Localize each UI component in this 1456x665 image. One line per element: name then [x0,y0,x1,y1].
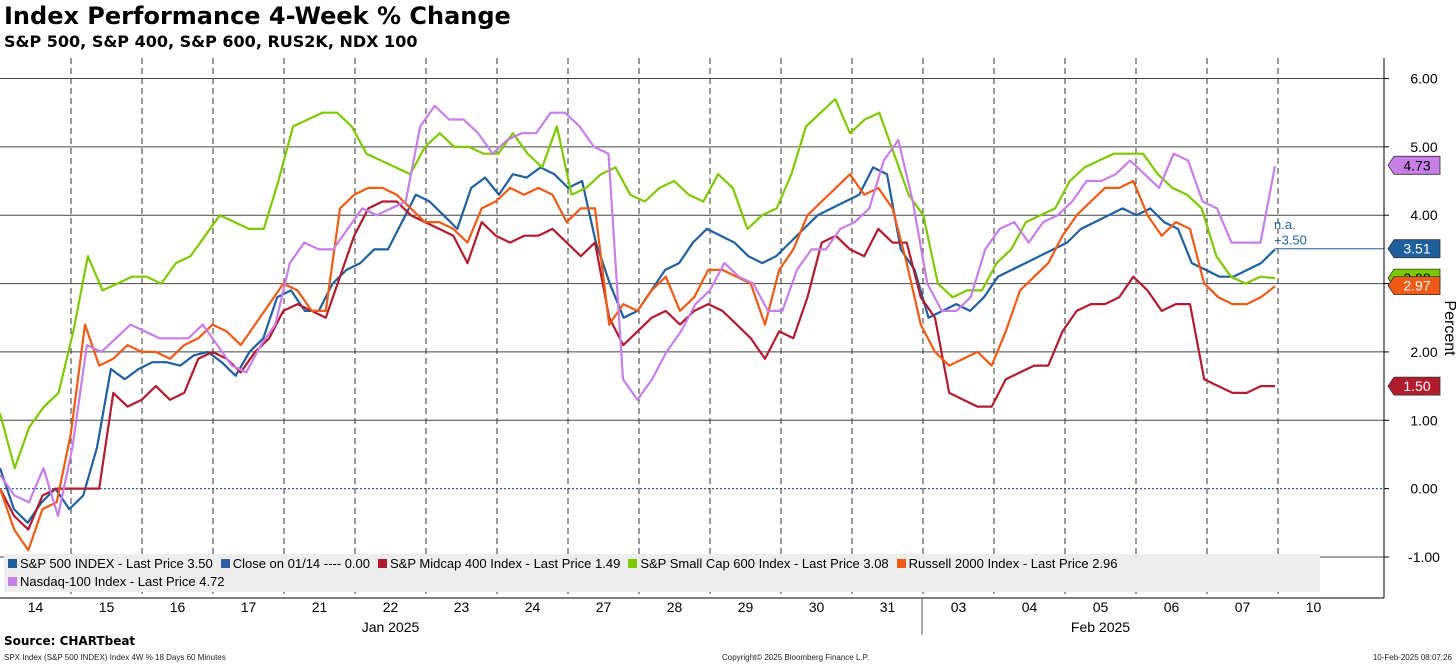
badge-shape [1387,376,1441,396]
x-tick-label: 14 [28,599,44,615]
x-tick-label: 04 [1022,599,1038,615]
annotation-value: +3.50 [1274,233,1307,248]
badge-label: 4.73 [1403,157,1430,173]
x-month-label: Jan 2025 [362,619,420,635]
legend-value: 2.96 [1092,556,1118,571]
legend-value: 3.08 [863,556,889,571]
x-tick-label: 22 [383,599,399,615]
x-tick-label: 06 [1164,599,1180,615]
legend-swatch [8,559,17,569]
x-tick-label: 24 [525,599,541,615]
legend-swatch [220,559,230,569]
series-line [0,166,1276,524]
y-tick-label: 1.00 [1410,412,1437,428]
legend-label: Russell 2000 Index - Last Price [908,556,1093,571]
x-tick-label: 21 [312,599,328,615]
badge-shape [1387,276,1441,296]
x-tick-label: 10 [1306,599,1322,615]
x-tick-label: 29 [738,599,754,615]
legend-item: Close on 01/14 ---- 0.00 [220,555,371,573]
legend-item: S&P 500 INDEX - Last Price 3.50 [8,555,213,573]
x-tick-label: 31 [880,599,896,615]
legend-swatch [628,559,638,569]
series-line [0,200,1275,531]
x-tick-label: 15 [99,599,115,615]
legend-value: 1.49 [595,556,621,571]
x-tick-label: 07 [1235,599,1251,615]
y-tick-label: 0.00 [1410,481,1437,497]
badge-label: 3.51 [1403,241,1430,257]
last-price-badge: 3.51 [1387,239,1441,259]
footer-copyright: Copyright© 2025 Bloomberg Finance L.P. [722,653,870,662]
chart-subtitle: S&P 500, S&P 400, S&P 600, RUS2K, NDX 10… [4,32,418,51]
chart-grid [0,58,1384,598]
y-tick-label: -1.00 [1408,549,1440,565]
legend-label: S&P Midcap 400 Index - Last Price [390,556,595,571]
last-price-badge: 1.50 [1387,376,1441,396]
y-tick-label: 5.00 [1410,139,1437,155]
chart-title: Index Performance 4-Week % Change [4,2,511,30]
legend-label: S&P 500 INDEX - Last Price [20,556,188,571]
series-line [0,104,1277,518]
x-month-label: Feb 2025 [1071,619,1130,635]
y-tick-label: 2.00 [1410,344,1437,360]
legend-label: S&P Small Cap 600 Index - Last Price [640,556,864,571]
y-axis-label: Percent [1441,300,1456,356]
y-tick-label: 4.00 [1410,207,1437,223]
legend-swatch [8,577,17,587]
legend-item: S&P Midcap 400 Index - Last Price 1.49 [378,555,620,573]
last-price-badge: 4.73 [1387,155,1441,175]
footer-timestamp: 10-Feb-2025 08:07:26 [1372,653,1452,662]
x-tick-label: 03 [951,599,967,615]
x-tick-label: 27 [596,599,612,615]
legend-value: 3.50 [187,556,213,571]
legend-value: 0.00 [344,556,371,571]
last-price-badge: 2.97 [1387,276,1441,296]
legend-label: Close on 01/14 ---- [232,556,345,571]
legend-label: Nasdaq-100 Index - Last Price [20,574,200,589]
legend-item: Nasdaq-100 Index - Last Price 4.72 [8,573,225,591]
legend-swatch [378,559,388,569]
chart-legend: S&P 500 INDEX - Last Price 3.50 Close on … [4,554,1320,592]
x-tick-label: 28 [667,599,683,615]
legend-item: Russell 2000 Index - Last Price 2.96 [896,555,1118,573]
badge-label: 2.97 [1403,278,1430,294]
annotation-na: n.a. [1274,217,1296,232]
series-line [0,97,1276,470]
footer-description: SPX Index (S&P 500 INDEX) Index 4W % 18 … [4,653,226,662]
source-note: Source: CHARTbeat [4,634,136,648]
series-line [0,173,1276,552]
x-tick-label: 30 [809,599,825,615]
legend-swatch [896,559,906,569]
y-tick-label: 6.00 [1410,71,1437,87]
badge-shape [1387,239,1441,259]
x-tick-label: 17 [241,599,257,615]
legend-value: 4.72 [199,574,225,589]
chart-axes: -1.000.001.002.003.004.005.006.001415161… [0,58,1456,635]
chart-series: n.a.+3.50 [0,97,1384,552]
legend-item: S&P Small Cap 600 Index - Last Price 3.0… [628,555,889,573]
x-tick-label: 05 [1093,599,1109,615]
x-tick-label: 23 [454,599,470,615]
badge-label: 1.50 [1403,378,1430,394]
x-tick-label: 16 [170,599,186,615]
badge-shape [1387,155,1441,175]
